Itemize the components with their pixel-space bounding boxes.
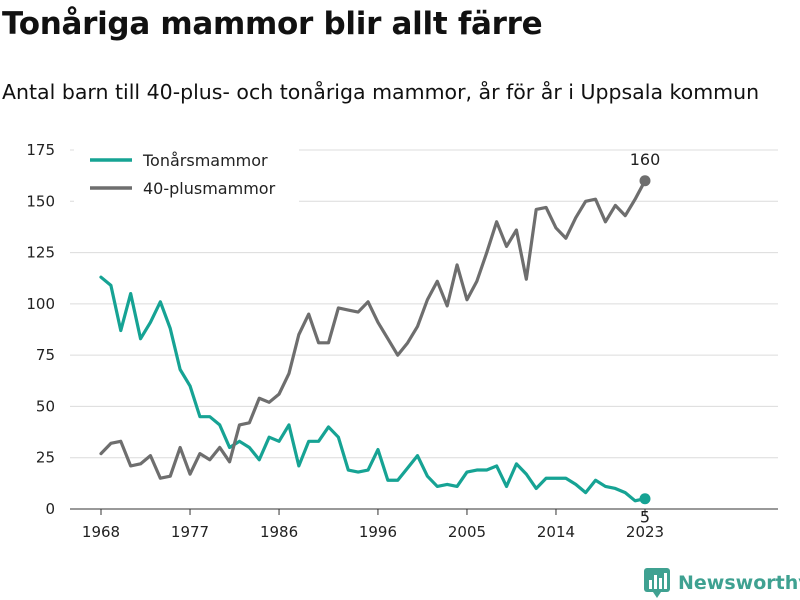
- chart-title: Tonåriga mammor blir allt färre: [2, 6, 543, 42]
- y-tick-label: 175: [26, 141, 55, 159]
- y-tick-label: 0: [45, 500, 55, 518]
- y-tick-label: 125: [26, 244, 55, 262]
- series-line: [99, 275, 647, 503]
- legend-box: [74, 144, 299, 206]
- y-tick-label: 100: [26, 295, 55, 313]
- brand-name: Newsworthy: [678, 572, 800, 594]
- x-tick-label: 1986: [260, 523, 298, 541]
- y-tick-label: 25: [36, 449, 55, 467]
- x-tick-label: 2023: [626, 523, 664, 541]
- y-tick-label: 75: [36, 346, 55, 364]
- x-tick-label: 2005: [448, 523, 486, 541]
- bar-chart-logo-icon: [644, 568, 670, 598]
- x-tick-label: 1977: [171, 523, 209, 541]
- y-tick-label: 150: [26, 192, 55, 210]
- series-end-point: [639, 493, 651, 505]
- series-end-point: [639, 175, 651, 187]
- legend-label: 40-plusmammor: [143, 179, 276, 198]
- series-line: [99, 179, 647, 480]
- x-tick-label: 1968: [82, 523, 120, 541]
- y-tick-label: 50: [36, 397, 55, 415]
- x-tick-label: 1996: [359, 523, 397, 541]
- legend-label: Tonårsmammor: [142, 151, 268, 170]
- chart-subtitle: Antal barn till 40-plus- och tonåriga ma…: [2, 80, 760, 104]
- series-end-label: 5: [640, 508, 650, 527]
- newsworthy-branding: Newsworthy: [644, 568, 800, 598]
- series-end-label: 160: [630, 150, 661, 169]
- x-tick-label: 2014: [537, 523, 575, 541]
